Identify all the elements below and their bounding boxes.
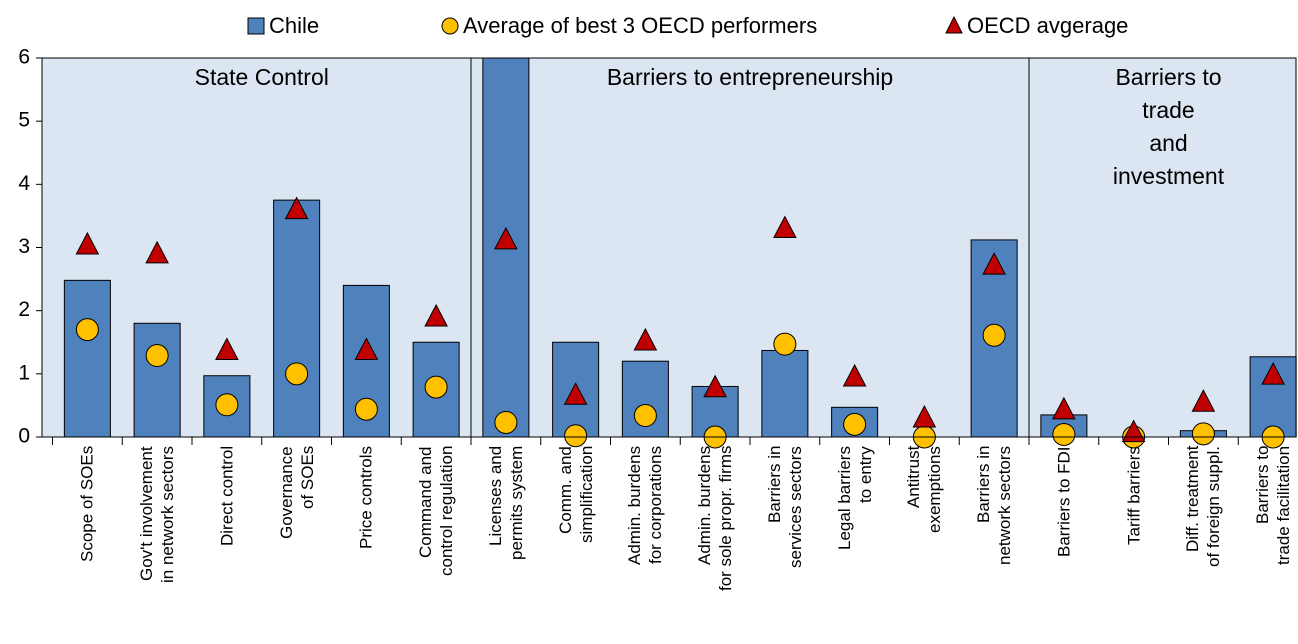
marker-triangle [773, 215, 797, 239]
marker-triangle [1121, 419, 1146, 443]
marker-triangle [494, 226, 518, 250]
x-tick-label: Scope of SOEs [77, 446, 97, 563]
marker-triangle [1261, 362, 1285, 385]
marker-circle [1191, 422, 1215, 446]
marker-triangle [633, 327, 658, 351]
bar [63, 279, 111, 438]
x-tick-label: Antitrust exemptions [904, 446, 945, 533]
plot-area [41, 57, 1297, 438]
x-tick-label: Admin. burdens for corporations [625, 446, 666, 566]
marker-triangle [842, 363, 867, 387]
y-tick-label: 0 [18, 425, 30, 448]
plot-frame [41, 57, 1297, 438]
y-tick-label: 3 [18, 235, 30, 258]
x-tick-label: Barriers to FDI [1054, 446, 1074, 557]
marker-circle [285, 362, 309, 386]
marker-circle [145, 344, 169, 368]
x-tick-label: Barriers in services sectors [764, 446, 805, 568]
x-tick-label: Legal barriers to entry [834, 446, 875, 550]
marker-circle [982, 323, 1006, 347]
marker-triangle [424, 303, 448, 327]
marker-circle [843, 412, 867, 436]
y-tick-label: 6 [18, 46, 30, 69]
bar [761, 349, 809, 438]
marker-circle [1052, 422, 1076, 446]
marker-triangle [354, 337, 379, 360]
marker-triangle [215, 337, 239, 360]
y-tick-label: 5 [18, 109, 30, 132]
marker-triangle [1052, 396, 1076, 420]
x-tick-label: Barriers to trade facilitation [1253, 446, 1294, 566]
legend-label: Average of best 3 OECD performers [463, 13, 817, 38]
marker-triangle [75, 231, 100, 255]
legend-swatch [441, 17, 459, 35]
marker-circle [633, 404, 657, 428]
marker-circle [75, 318, 99, 342]
x-tick-label: Price controls [356, 446, 376, 549]
marker-triangle [145, 240, 169, 264]
legend-swatch [247, 17, 265, 35]
y-tick-label: 2 [18, 298, 30, 321]
y-tick-label: 4 [18, 172, 30, 195]
marker-circle [494, 410, 518, 434]
x-tick-label: Gov't involvement in network sectors [137, 446, 178, 583]
x-tick-label: Licenses and permits system [485, 446, 526, 561]
legend-label: Chile [269, 13, 319, 38]
legend-swatch [945, 15, 963, 34]
marker-circle [424, 375, 448, 399]
section-label: Barriers to entrepreneurship [606, 64, 894, 90]
x-tick-label: Governance of SOEs [276, 446, 317, 539]
section-label: State Control [194, 64, 329, 90]
x-tick-label: Direct control [217, 446, 237, 547]
bar [273, 199, 321, 438]
marker-triangle [703, 374, 727, 398]
marker-circle [354, 397, 378, 421]
x-tick-label: Admin. burdens for sole propr. firms [695, 446, 736, 592]
y-tick-label: 1 [18, 361, 30, 384]
marker-triangle [1191, 389, 1216, 412]
x-tick-label: Command and control regulation [416, 446, 457, 577]
marker-circle [564, 424, 588, 448]
bar [133, 322, 181, 438]
marker-circle [773, 332, 797, 356]
x-tick-label: Comm. and simplification [555, 446, 596, 544]
marker-triangle [912, 404, 937, 428]
marker-triangle [563, 382, 588, 405]
marker-circle [215, 393, 239, 417]
legend-label: OECD avgerage [967, 13, 1128, 38]
x-tick-label: Diff. treatment of foreign suppl. [1183, 446, 1224, 567]
marker-triangle [284, 196, 309, 220]
marker-triangle [982, 252, 1006, 275]
x-tick-label: Barriers in network sectors [974, 446, 1015, 566]
x-tick-label: Tariff barriers [1124, 446, 1144, 545]
section-label: Barriers to trade and investment [1112, 64, 1225, 189]
